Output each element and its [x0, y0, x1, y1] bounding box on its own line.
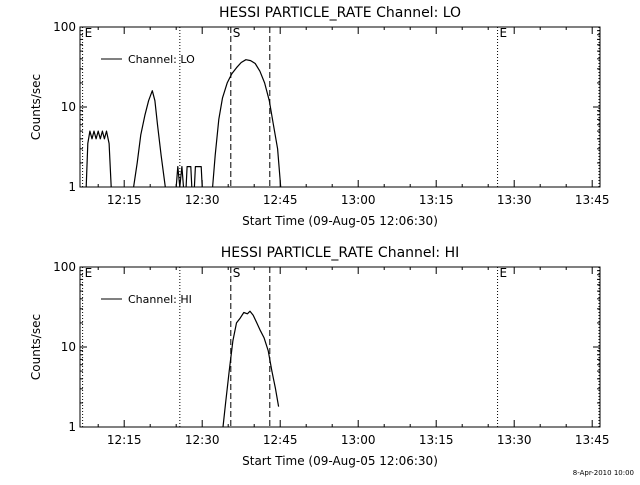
lo-channel-panel: HESSI PARTICLE_RATE Channel: LO Counts/se…: [29, 5, 609, 228]
x-axis-label: Start Time (09-Aug-05 12:06:30): [242, 214, 438, 228]
series-line: [133, 90, 166, 188]
series-line: [185, 166, 193, 188]
y-tick-label: 10: [61, 340, 76, 354]
series-line: [85, 130, 112, 188]
x-tick-label: 12:30: [185, 193, 220, 207]
x-tick-label: 12:45: [263, 193, 298, 207]
event-label: E: [85, 266, 93, 280]
event-label: S: [233, 266, 241, 280]
legend-label: Channel: HI: [128, 293, 192, 306]
series-line: [212, 59, 282, 188]
hi-channel-panel: HESSI PARTICLE_RATE Channel: HI Counts/se…: [29, 245, 609, 468]
event-label: E: [500, 266, 508, 280]
plot-frame: [79, 26, 601, 188]
y-tick-label: 100: [53, 260, 76, 274]
x-tick-label: 12:15: [107, 193, 142, 207]
y-tick-label: 1: [68, 180, 76, 194]
x-tick-label: 13:15: [419, 193, 454, 207]
y-axis-label: Counts/sec: [29, 314, 43, 380]
event-label: S: [233, 26, 241, 40]
y-axis-label: Counts/sec: [29, 74, 43, 140]
legend-label: Channel: LO: [128, 53, 195, 66]
series-line: [175, 166, 185, 188]
x-tick-label: 13:15: [419, 433, 454, 447]
chart-title: HESSI PARTICLE_RATE Channel: HI: [221, 245, 459, 261]
x-tick-label: 13:00: [341, 433, 376, 447]
plot-frame: [79, 266, 601, 428]
date-stamp: 8-Apr-2010 10:00: [572, 469, 634, 477]
series-line: [222, 310, 280, 428]
event-label: E: [500, 26, 508, 40]
x-tick-label: 13:00: [341, 193, 376, 207]
chart-title: HESSI PARTICLE_RATE Channel: LO: [219, 5, 461, 21]
y-tick-label: 1: [68, 420, 76, 434]
x-tick-label: 12:15: [107, 433, 142, 447]
x-tick-label: 13:45: [575, 193, 610, 207]
y-tick-label: 10: [61, 100, 76, 114]
x-tick-label: 13:45: [575, 433, 610, 447]
x-axis-label: Start Time (09-Aug-05 12:06:30): [242, 454, 438, 468]
event-label: E: [85, 26, 93, 40]
x-tick-label: 13:30: [497, 433, 532, 447]
y-tick-label: 100: [53, 20, 76, 34]
series-line: [193, 166, 203, 188]
x-tick-label: 12:45: [263, 433, 298, 447]
x-tick-label: 13:30: [497, 193, 532, 207]
x-tick-label: 12:30: [185, 433, 220, 447]
